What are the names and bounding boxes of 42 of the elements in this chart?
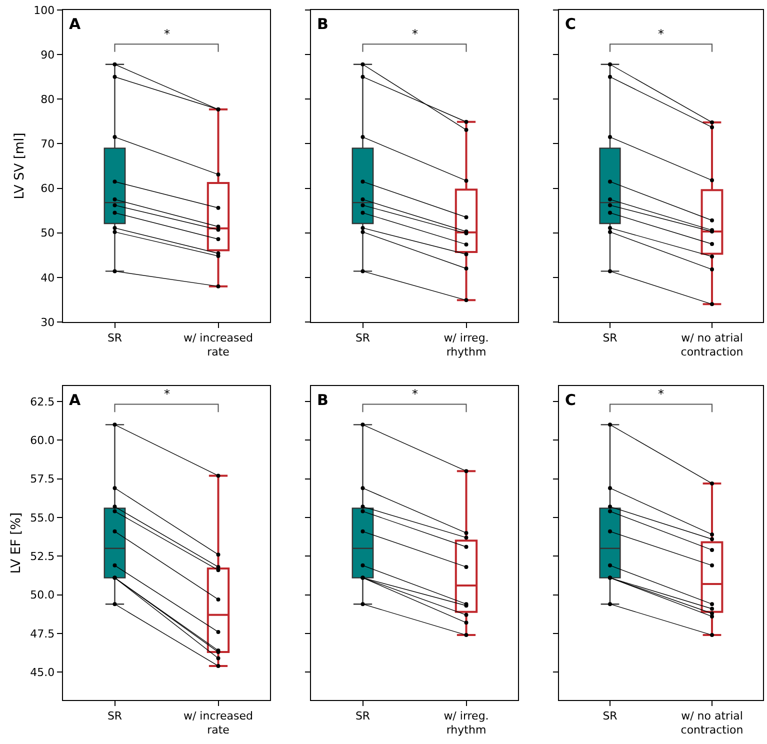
annotation: * [164,387,170,401]
y-tick-label: 52.5 [30,550,55,563]
annotation: * [658,387,664,401]
y-tick-label: 55.0 [30,511,55,524]
x-tick-label: w/ irreg. rhythm [444,709,489,737]
annotation: * [658,27,664,41]
y-tick-label: 60 [40,182,55,196]
x-tick-label: w/ no atrial contraction [680,331,744,359]
y-tick-label: 80 [40,92,55,106]
y-axis-title: LV EF [%] [9,512,24,574]
y-tick-label: 70 [40,138,55,151]
annotation: A [69,15,81,33]
annotation: B [317,391,328,409]
y-tick-label: 100 [34,4,55,17]
annotation: B [317,15,328,33]
annotation: A [69,391,81,409]
annotation: * [412,27,418,41]
y-tick-label: 47.5 [30,627,55,640]
annotation: * [412,387,418,401]
x-tick-label: SR [107,709,122,722]
y-tick-label: 30 [40,316,55,329]
y-tick-label: 40 [40,271,55,284]
annotation: C [565,391,576,409]
annotation: * [164,27,170,41]
x-tick-label: w/ increased rate [183,709,254,737]
y-tick-label: 62.5 [30,395,55,408]
y-tick-label: 57.5 [30,472,55,486]
y-tick-label: 45.0 [30,666,55,680]
x-tick-label: SR [602,709,618,722]
x-tick-label: SR [602,331,618,344]
x-tick-label: w/ irreg. rhythm [444,331,489,359]
x-tick-label: SR [355,331,370,344]
y-tick-label: 50 [40,226,55,240]
y-tick-label: 60.0 [30,434,55,447]
x-tick-label: SR [355,709,370,722]
x-tick-label: SR [107,331,122,344]
y-tick-label: 90 [40,48,55,62]
annotation: C [565,15,576,33]
y-tick-label: 50.0 [30,588,55,602]
x-tick-label: w/ increased rate [183,331,254,359]
y-axis-title: LV SV [ml] [12,132,28,200]
x-tick-label: w/ no atrial contraction [680,709,744,737]
